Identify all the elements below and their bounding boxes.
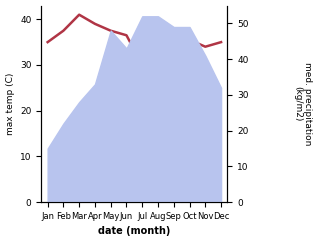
Y-axis label: med. precipitation
(kg/m2): med. precipitation (kg/m2)	[293, 62, 313, 145]
Y-axis label: max temp (C): max temp (C)	[5, 73, 15, 135]
X-axis label: date (month): date (month)	[98, 227, 170, 236]
